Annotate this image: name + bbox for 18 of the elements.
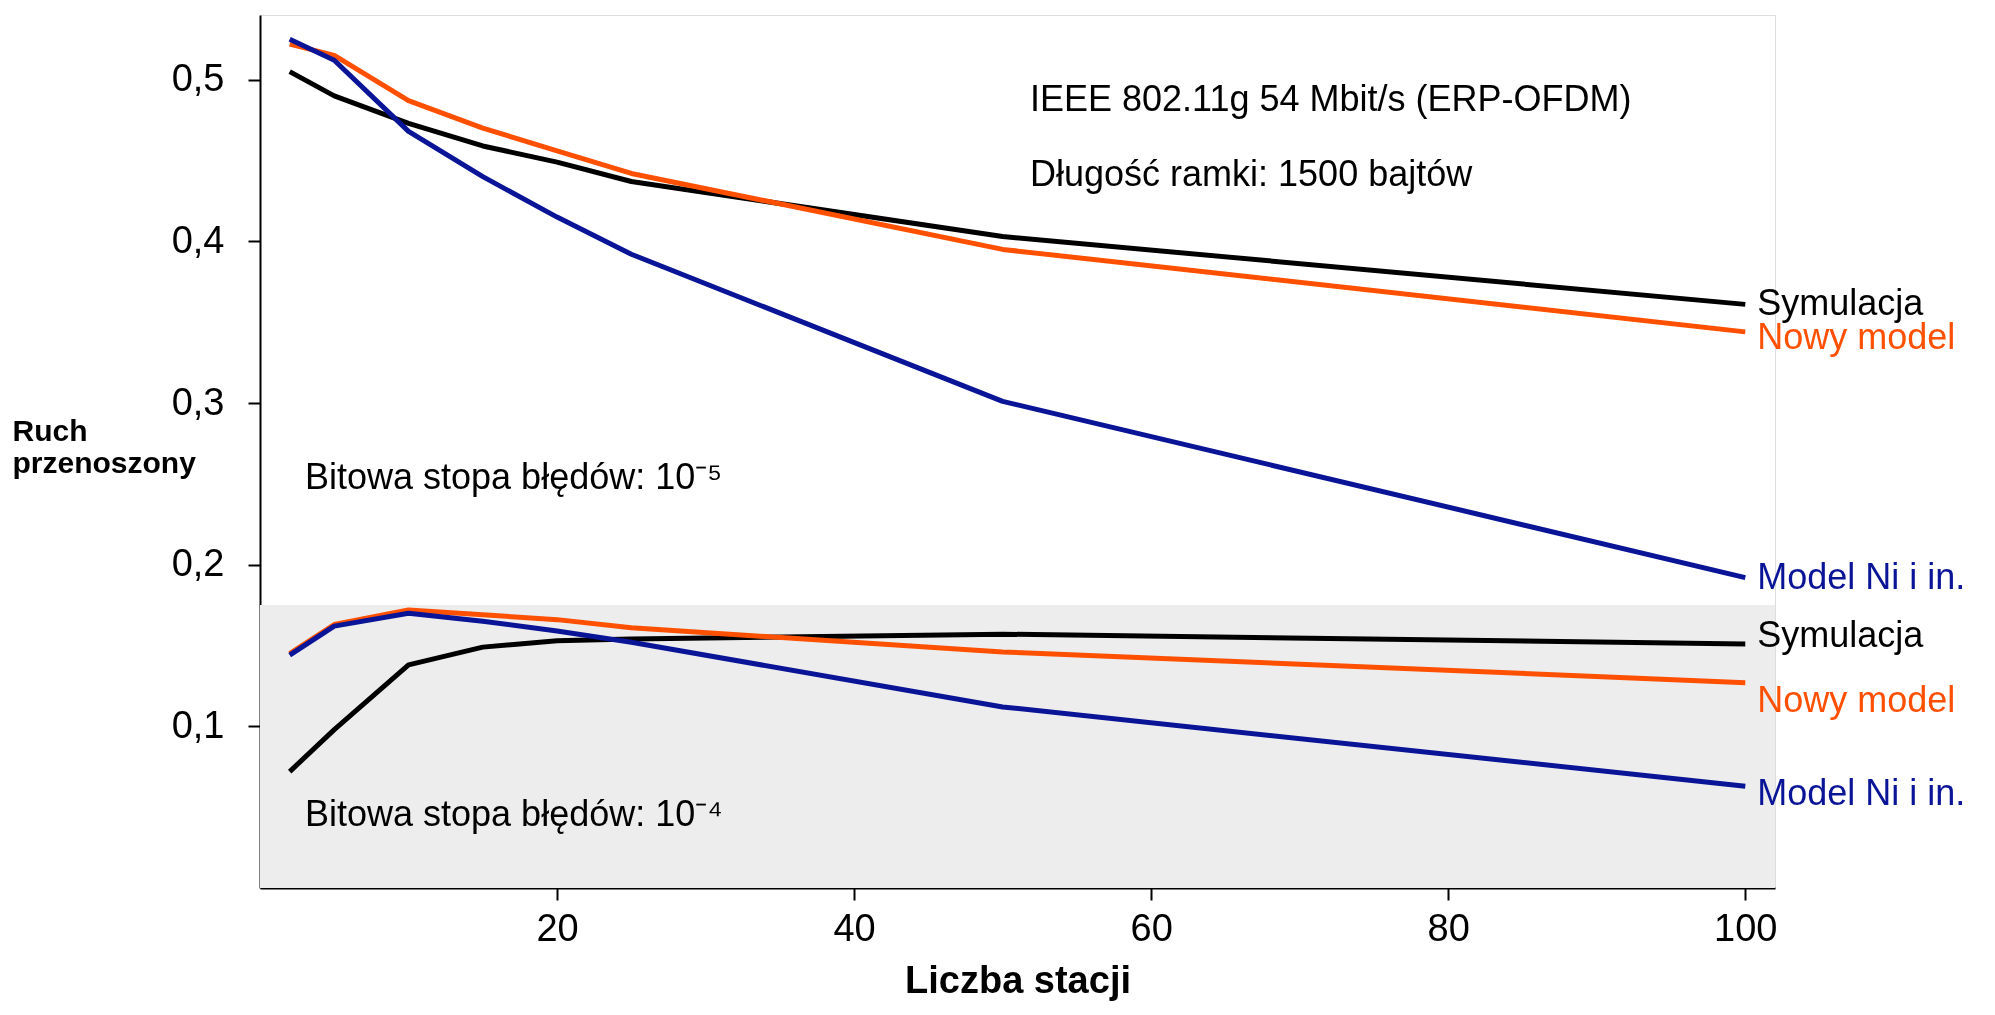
- annotation: Bitowa stopa błędów: 10⁻⁵: [305, 456, 723, 497]
- y-tick-label: 0,5: [171, 57, 225, 100]
- y-tick-label: 0,2: [171, 542, 225, 585]
- x-axis-title: Liczba stacji: [905, 958, 1131, 1001]
- x-tick-label: 40: [833, 906, 876, 949]
- x-tick-label: 100: [1714, 906, 1778, 949]
- x-tick-label: 60: [1130, 906, 1173, 949]
- x-tick-label: 20: [536, 906, 579, 949]
- x-tick-label: 80: [1427, 906, 1470, 949]
- series-label: Model Ni i in.: [1757, 555, 1966, 597]
- annotation: Długość ramki: 1500 bajtów: [1030, 153, 1474, 194]
- series-label: Model Ni i in.: [1757, 772, 1966, 814]
- annotation: Bitowa stopa błędów: 10⁻⁴: [305, 793, 723, 834]
- annotation: IEEE 802.11g 54 Mbit/s (ERP-OFDM): [1030, 78, 1632, 119]
- y-tick-label: 0,4: [171, 218, 225, 261]
- series-label: Nowy model: [1757, 678, 1956, 720]
- series-label: Symulacja: [1757, 613, 1925, 655]
- y-tick-label: 0,1: [171, 703, 225, 746]
